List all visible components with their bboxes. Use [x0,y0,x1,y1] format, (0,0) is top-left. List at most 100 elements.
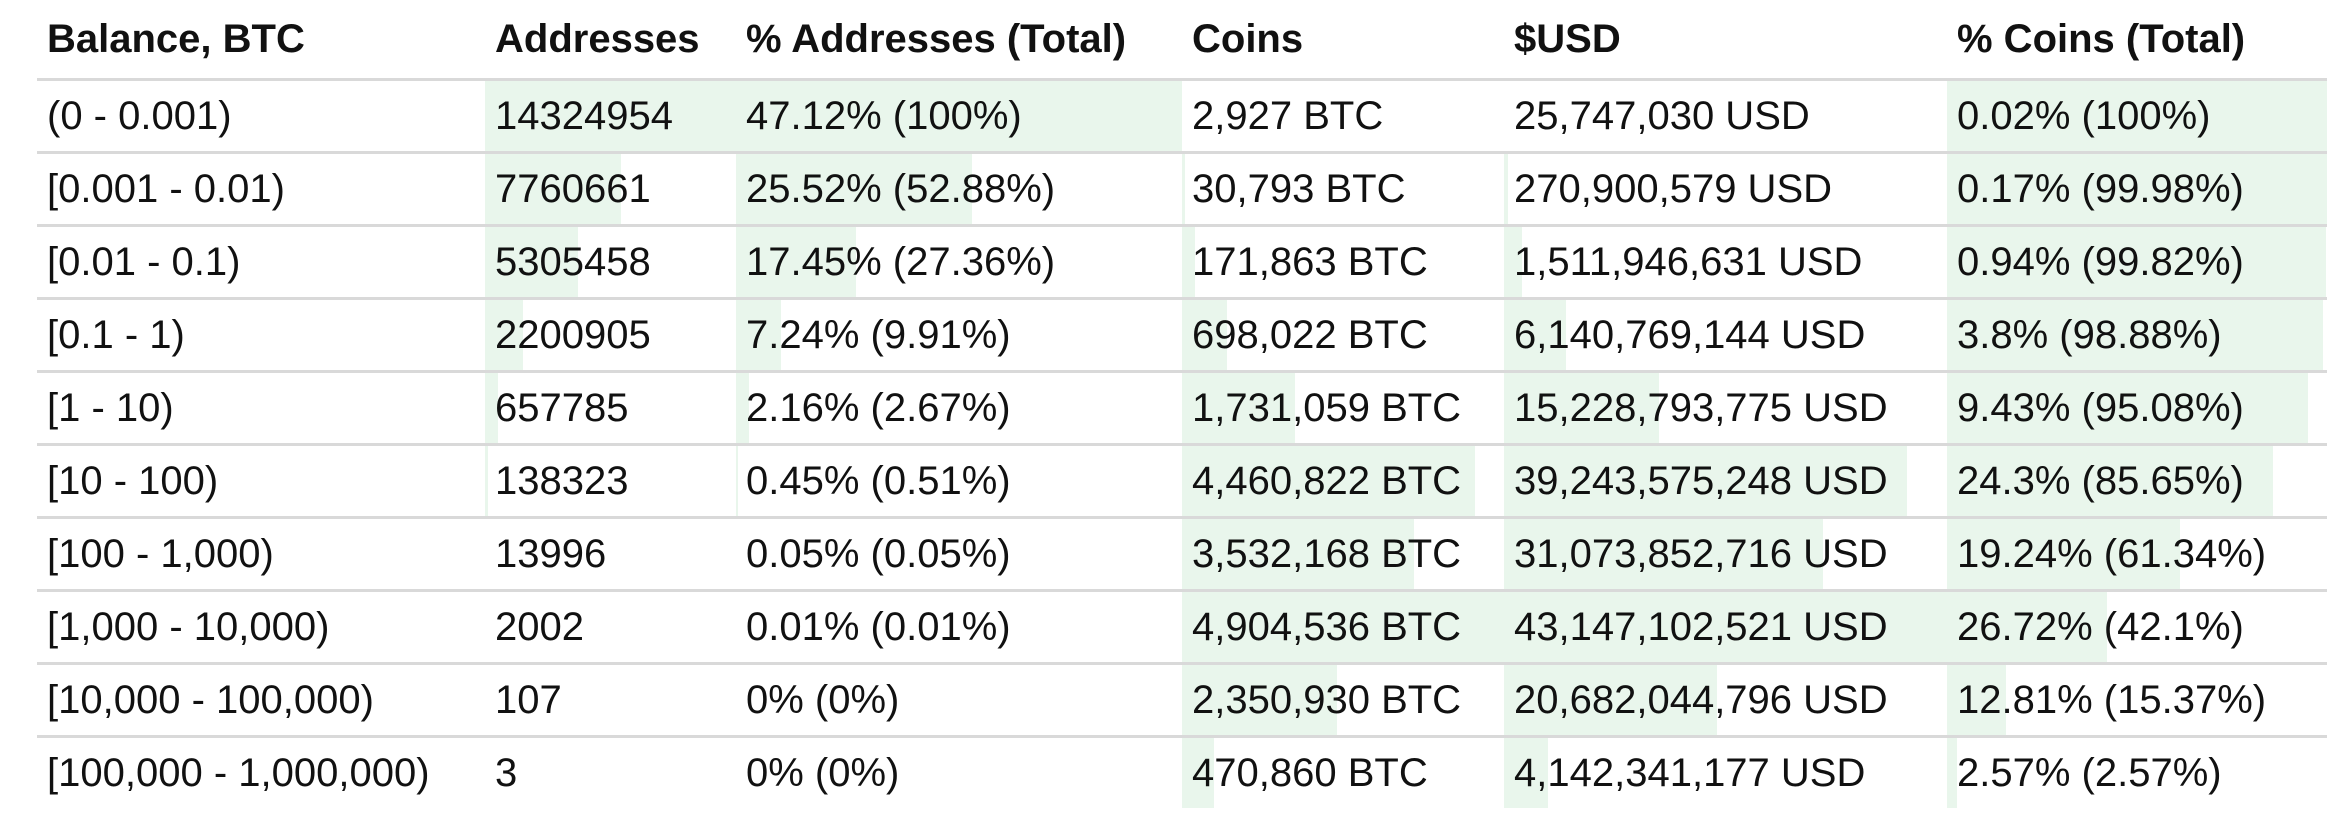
cell-addresses: 7760661 [485,152,736,227]
cell-coins-text: 1,731,059 BTC [1192,385,1462,430]
cell-addresses: 107 [485,663,736,738]
cell-fill-bar [1182,738,1215,808]
cell-fill-bar [1504,373,1660,443]
cell-balance-text: [100,000 - 1,000,000) [47,750,430,795]
cell-fill-bar [1182,227,1195,297]
cell-fill-bar [1504,738,1549,808]
cell-coins: 470,860 BTC [1182,737,1504,808]
cell-pct-coins: 2.57% (2.57%) [1947,737,2327,808]
cell-usd-text: 20,682,044,796 USD [1514,677,1888,722]
cell-coins: 3,532,168 BTC [1182,517,1504,592]
cell-addresses: 657785 [485,371,736,446]
cell-fill-bar [1947,592,2107,662]
cell-coins-text: 2,927 BTC [1192,93,1384,138]
cell-coins: 4,904,536 BTC [1182,590,1504,665]
cell-usd: 31,073,852,716 USD [1504,517,1947,592]
cell-coins: 171,863 BTC [1182,225,1504,300]
cell-pct-addresses: 0.05% (0.05%) [736,517,1182,592]
cell-balance: [1,000 - 10,000) [37,590,485,665]
cell-balance: [0.001 - 0.01) [37,152,485,227]
header-addresses: Addresses [485,0,736,81]
cell-pct-coins-text: 19.24% (61.34%) [1957,531,2267,576]
cell-pct-addresses: 0.01% (0.01%) [736,590,1182,665]
cell-pct-coins-text: 3.8% (98.88%) [1957,312,2222,357]
cell-usd: 43,147,102,521 USD [1504,590,1947,665]
cell-usd: 4,142,341,177 USD [1504,737,1947,808]
table-row: [0.1 - 1) 2200905 7.24% (9.91%) 698,022 BTC… [37,298,2327,373]
cell-pct-coins: 0.94% (99.82%) [1947,225,2327,300]
balance-distribution-table: Balance, BTC Addresses % Addresses (Tota… [37,0,2327,808]
cell-balance-text: [100 - 1,000) [47,531,274,576]
cell-pct-coins-text: 0.02% (100%) [1957,93,2211,138]
cell-balance-text: [0.01 - 0.1) [47,239,241,284]
cell-fill-bar [1947,373,2308,443]
cell-fill-bar [1947,519,2180,589]
cell-usd-text: 270,900,579 USD [1514,166,1833,211]
cell-fill-bar [1504,154,1509,224]
cell-usd: 25,747,030 USD [1504,79,1947,154]
cell-coins: 1,731,059 BTC [1182,371,1504,446]
cell-fill-bar [1182,519,1414,589]
cell-coins: 4,460,822 BTC [1182,444,1504,519]
cell-addresses: 5305458 [485,225,736,300]
cell-fill-bar [485,227,578,297]
cell-coins-text: 30,793 BTC [1192,166,1406,211]
cell-balance-text: [0.001 - 0.01) [47,166,285,211]
cell-usd: 270,900,579 USD [1504,152,1947,227]
cell-pct-addresses-text: 25.52% (52.88%) [746,166,1056,211]
cell-fill-bar [1947,81,2327,151]
cell-addresses: 2002 [485,590,736,665]
cell-pct-coins-text: 9.43% (95.08%) [1957,385,2244,430]
cell-pct-coins-text: 0.94% (99.82%) [1957,239,2244,284]
cell-fill-bar [736,300,781,370]
cell-addresses-text: 5305458 [495,239,651,284]
cell-fill-bar [1182,373,1295,443]
cell-pct-addresses-text: 0% (0%) [746,677,900,722]
cell-pct-addresses-text: 0.05% (0.05%) [746,531,1011,576]
cell-pct-addresses-text: 47.12% (100%) [746,93,1022,138]
cell-fill-bar [1182,446,1476,516]
cell-pct-coins: 9.43% (95.08%) [1947,371,2327,446]
cell-fill-bar [1504,300,1567,370]
cell-balance-text: [10,000 - 100,000) [47,677,374,722]
cell-pct-addresses-text: 7.24% (9.91%) [746,312,1011,357]
cell-pct-coins: 24.3% (85.65%) [1947,444,2327,519]
header-pct-addresses: % Addresses (Total) [736,0,1182,81]
cell-usd-text: 15,228,793,775 USD [1514,385,1888,430]
cell-fill-bar [1504,665,1717,735]
cell-pct-coins-text: 24.3% (85.65%) [1957,458,2244,503]
cell-usd: 39,243,575,248 USD [1504,444,1947,519]
cell-pct-coins-text: 2.57% (2.57%) [1957,750,2222,795]
cell-coins-text: 470,860 BTC [1192,750,1428,795]
cell-usd: 6,140,769,144 USD [1504,298,1947,373]
cell-coins-text: 171,863 BTC [1192,239,1428,284]
cell-addresses-text: 657785 [495,385,629,430]
cell-addresses-text: 2200905 [495,312,651,357]
cell-pct-coins: 12.81% (15.37%) [1947,663,2327,738]
cell-coins-text: 2,350,930 BTC [1192,677,1462,722]
header-balance: Balance, BTC [37,0,485,81]
cell-pct-coins: 0.17% (99.98%) [1947,152,2327,227]
table-row: [10 - 100) 138323 0.45% (0.51%) 4,460,822 B… [37,444,2327,519]
cell-usd-text: 4,142,341,177 USD [1514,750,1866,795]
table-row: [0.01 - 0.1) 5305458 17.45% (27.36%) 171,86… [37,225,2327,300]
cell-pct-coins: 0.02% (100%) [1947,79,2327,154]
cell-pct-addresses: 17.45% (27.36%) [736,225,1182,300]
header-coins: Coins [1182,0,1504,81]
cell-addresses: 14324954 [485,79,736,154]
cell-fill-bar [1504,227,1522,297]
cell-addresses-text: 2002 [495,604,584,649]
cell-balance-text: (0 - 0.001) [47,93,232,138]
cell-pct-coins-text: 0.17% (99.98%) [1957,166,2244,211]
cell-pct-addresses-text: 17.45% (27.36%) [746,239,1056,284]
cell-pct-addresses: 0.45% (0.51%) [736,444,1182,519]
cell-fill-bar [1947,300,2324,370]
cell-fill-bar [736,81,1182,151]
cell-balance: [10 - 100) [37,444,485,519]
cell-pct-addresses-text: 2.16% (2.67%) [746,385,1011,430]
cell-balance-text: [10 - 100) [47,458,219,503]
cell-pct-coins: 26.72% (42.1%) [1947,590,2327,665]
cell-balance: [10,000 - 100,000) [37,663,485,738]
cell-pct-coins: 3.8% (98.88%) [1947,298,2327,373]
cell-pct-coins: 19.24% (61.34%) [1947,517,2327,592]
